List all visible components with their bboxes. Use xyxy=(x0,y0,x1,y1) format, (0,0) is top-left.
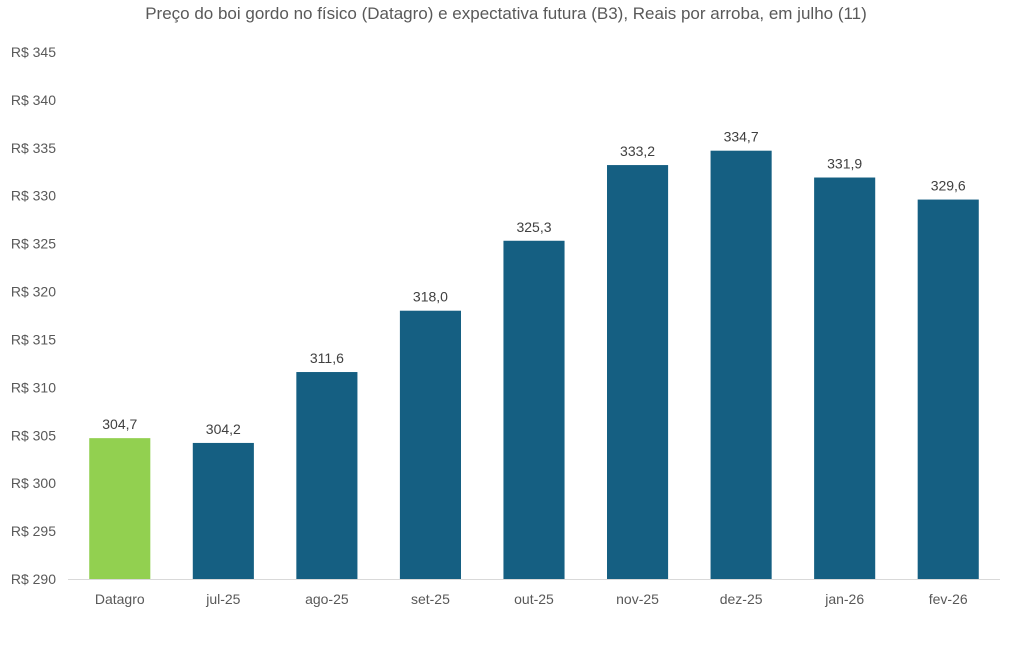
bar-jan-26 xyxy=(814,177,876,579)
y-tick-label: R$ 335 xyxy=(11,140,56,156)
x-tick-label: set-25 xyxy=(411,591,450,607)
bar-out-25 xyxy=(503,240,565,579)
bar-set-25 xyxy=(399,310,461,579)
x-tick-label: jan-26 xyxy=(824,591,864,607)
data-label: 304,7 xyxy=(102,416,137,432)
x-tick-label: Datagro xyxy=(95,591,145,607)
y-tick-label: R$ 320 xyxy=(11,284,56,300)
y-tick-label: R$ 290 xyxy=(11,571,56,587)
y-tick-label: R$ 345 xyxy=(11,44,56,60)
bar-ago-25 xyxy=(296,372,358,579)
y-tick-label: R$ 340 xyxy=(11,92,56,108)
bar-jul-25 xyxy=(192,442,254,579)
bar-fev-26 xyxy=(917,199,979,579)
x-tick-label: ago-25 xyxy=(305,591,349,607)
y-tick-label: R$ 315 xyxy=(11,331,56,347)
y-tick-label: R$ 305 xyxy=(11,427,56,443)
bar-dez-25 xyxy=(710,150,772,579)
x-tick-label: jul-25 xyxy=(205,591,240,607)
y-tick-label: R$ 300 xyxy=(11,475,56,491)
data-label: 334,7 xyxy=(724,129,759,145)
y-tick-label: R$ 325 xyxy=(11,236,56,252)
y-tick-label: R$ 295 xyxy=(11,523,56,539)
bar-datagro xyxy=(89,438,151,579)
data-label: 331,9 xyxy=(827,156,862,172)
y-tick-label: R$ 310 xyxy=(11,379,56,395)
bar-nov-25 xyxy=(607,165,669,579)
data-label: 333,2 xyxy=(620,143,655,159)
data-label: 318,0 xyxy=(413,289,448,305)
data-label: 311,6 xyxy=(310,350,344,366)
data-label: 329,6 xyxy=(931,178,966,194)
y-tick-label: R$ 330 xyxy=(11,188,56,204)
data-label: 325,3 xyxy=(516,219,551,235)
data-label: 304,2 xyxy=(206,421,241,437)
x-tick-label: dez-25 xyxy=(720,591,763,607)
x-tick-label: out-25 xyxy=(514,591,554,607)
x-tick-label: nov-25 xyxy=(616,591,659,607)
chart-title: Preço do boi gordo no físico (Datagro) e… xyxy=(145,4,867,23)
x-tick-label: fev-26 xyxy=(929,591,968,607)
